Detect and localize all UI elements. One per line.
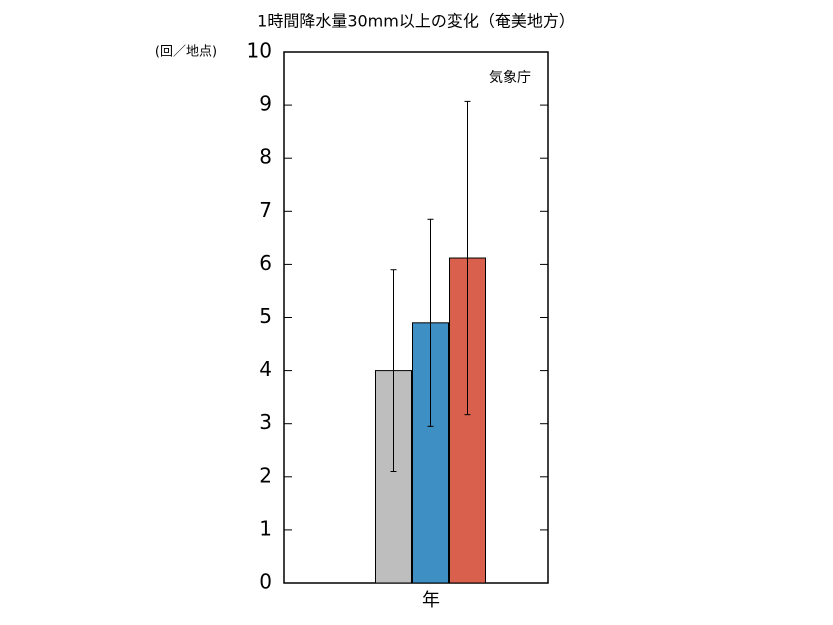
annotation: 気象庁 (489, 70, 531, 86)
y-tick-label: 7 (259, 198, 272, 222)
y-tick-label: 9 (259, 92, 272, 116)
chart-title: 1時間降水量30mm以上の変化（奄美地方） (257, 12, 575, 31)
x-tick-label: 年 (422, 590, 440, 611)
y-tick-label: 2 (259, 463, 272, 487)
y-tick-label: 0 (259, 570, 272, 594)
y-tick-label: 1 (259, 516, 272, 540)
y-tick-label: 6 (259, 251, 272, 275)
y-tick-label: 3 (259, 410, 272, 434)
y-tick-label: 5 (259, 304, 272, 328)
y-axis-label: (回／地点) (155, 45, 217, 60)
y-tick-label: 8 (259, 145, 272, 169)
y-tick-label: 10 (247, 39, 272, 63)
y-tick-label: 4 (259, 357, 272, 381)
